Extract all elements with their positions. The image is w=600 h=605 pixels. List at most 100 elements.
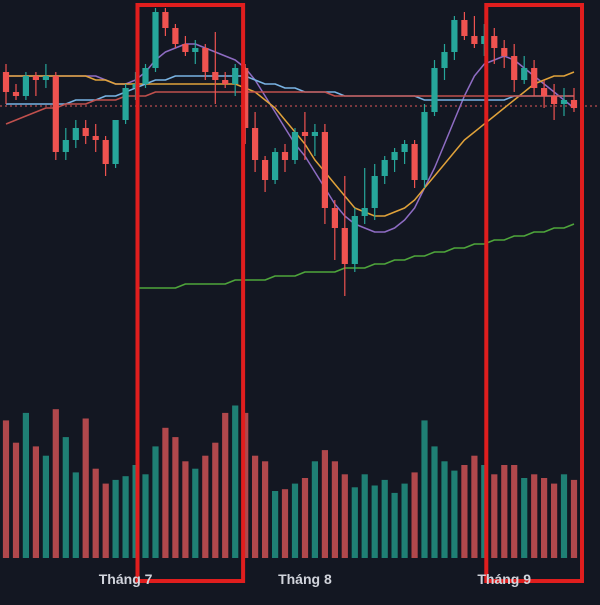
candle-body bbox=[232, 68, 239, 84]
volume-bar bbox=[431, 446, 438, 558]
candle-body bbox=[491, 36, 498, 48]
candle bbox=[541, 80, 548, 108]
volume-bar bbox=[570, 479, 578, 558]
candle bbox=[531, 60, 538, 96]
candle bbox=[361, 168, 368, 224]
highlight-box bbox=[484, 3, 584, 583]
candle-body bbox=[162, 12, 169, 28]
volume-bar bbox=[441, 461, 448, 558]
candle bbox=[172, 24, 179, 48]
candle bbox=[102, 136, 109, 176]
volume-bar bbox=[52, 409, 59, 558]
volume-bar bbox=[511, 465, 518, 558]
candle-body bbox=[441, 52, 448, 68]
candle-body bbox=[541, 88, 548, 96]
candle-body bbox=[361, 208, 368, 216]
candle-body bbox=[421, 112, 428, 180]
candle-body bbox=[521, 68, 528, 80]
volume-bar bbox=[202, 455, 209, 558]
candle-body bbox=[401, 144, 408, 152]
candle bbox=[2, 64, 10, 104]
x-tick-label: Tháng 7 bbox=[99, 571, 153, 587]
candle-body bbox=[301, 132, 309, 136]
volume-bar bbox=[391, 492, 398, 558]
volume-bar bbox=[12, 442, 20, 558]
candle bbox=[272, 148, 279, 184]
volume-bar bbox=[291, 483, 299, 558]
candle-body bbox=[272, 152, 279, 180]
candle-body bbox=[291, 132, 299, 160]
candle-body bbox=[2, 72, 10, 92]
candle-body bbox=[182, 44, 189, 52]
volume-bar bbox=[102, 483, 109, 558]
candle bbox=[321, 124, 328, 224]
candle-body bbox=[570, 100, 578, 108]
candle-body bbox=[72, 128, 79, 140]
volume-bar bbox=[272, 491, 279, 558]
volume-bar bbox=[112, 479, 119, 558]
candle-body bbox=[112, 120, 119, 164]
candle bbox=[441, 44, 448, 80]
volume-bar bbox=[321, 450, 328, 558]
volume-bar bbox=[541, 478, 548, 558]
volume-bar bbox=[341, 474, 348, 558]
volume-bar bbox=[281, 489, 289, 558]
candle-body bbox=[262, 160, 269, 180]
candle-body bbox=[202, 48, 209, 72]
volume-bar bbox=[560, 474, 568, 558]
candle bbox=[32, 72, 39, 96]
candle-body bbox=[411, 144, 418, 180]
candle-body bbox=[32, 76, 39, 80]
volume-bar bbox=[491, 474, 498, 558]
volume-bar bbox=[152, 446, 159, 558]
volume-bar bbox=[92, 468, 99, 558]
candle-body bbox=[551, 96, 558, 104]
volume-bar bbox=[142, 474, 149, 558]
candle bbox=[411, 140, 418, 188]
candle bbox=[262, 156, 269, 192]
candle bbox=[401, 140, 408, 164]
candle-body bbox=[62, 140, 69, 152]
volume-bar bbox=[551, 483, 558, 558]
candle-body bbox=[391, 152, 398, 160]
candle bbox=[72, 120, 79, 148]
candle-body bbox=[12, 92, 20, 96]
volume-bar bbox=[381, 479, 388, 558]
candle bbox=[212, 32, 219, 104]
candle-body bbox=[311, 132, 318, 136]
candle-body bbox=[172, 28, 179, 44]
candle-body bbox=[331, 208, 338, 228]
x-axis-tick-labels: Tháng 7 Tháng 8 Tháng 9 bbox=[99, 571, 531, 587]
candle-body bbox=[222, 80, 229, 84]
candle-body bbox=[212, 72, 219, 80]
candle-body bbox=[92, 136, 99, 140]
candle bbox=[311, 124, 318, 156]
volume-bar bbox=[301, 478, 309, 558]
candle-body bbox=[511, 56, 518, 80]
candle bbox=[202, 44, 209, 80]
volume-bar bbox=[421, 420, 428, 558]
volume-bar bbox=[521, 478, 528, 558]
candle-body bbox=[341, 228, 348, 264]
candle bbox=[281, 144, 289, 172]
candle-body bbox=[351, 216, 358, 264]
highlight-boxes bbox=[135, 3, 584, 583]
candle bbox=[92, 124, 99, 152]
candle bbox=[12, 84, 20, 100]
moving-average-line bbox=[6, 75, 574, 105]
candle bbox=[391, 148, 398, 172]
candle bbox=[551, 84, 558, 120]
volume-bar bbox=[62, 437, 69, 558]
candle bbox=[162, 8, 169, 36]
candle bbox=[252, 112, 259, 172]
candle-body bbox=[122, 88, 129, 120]
volume-bar bbox=[331, 461, 338, 558]
candle-body bbox=[82, 128, 89, 136]
volume-bar bbox=[2, 420, 10, 558]
candle bbox=[142, 64, 149, 88]
candle bbox=[291, 128, 299, 164]
volume-bar bbox=[162, 427, 169, 558]
volume-bar bbox=[411, 472, 418, 558]
volume-bar bbox=[222, 412, 229, 558]
